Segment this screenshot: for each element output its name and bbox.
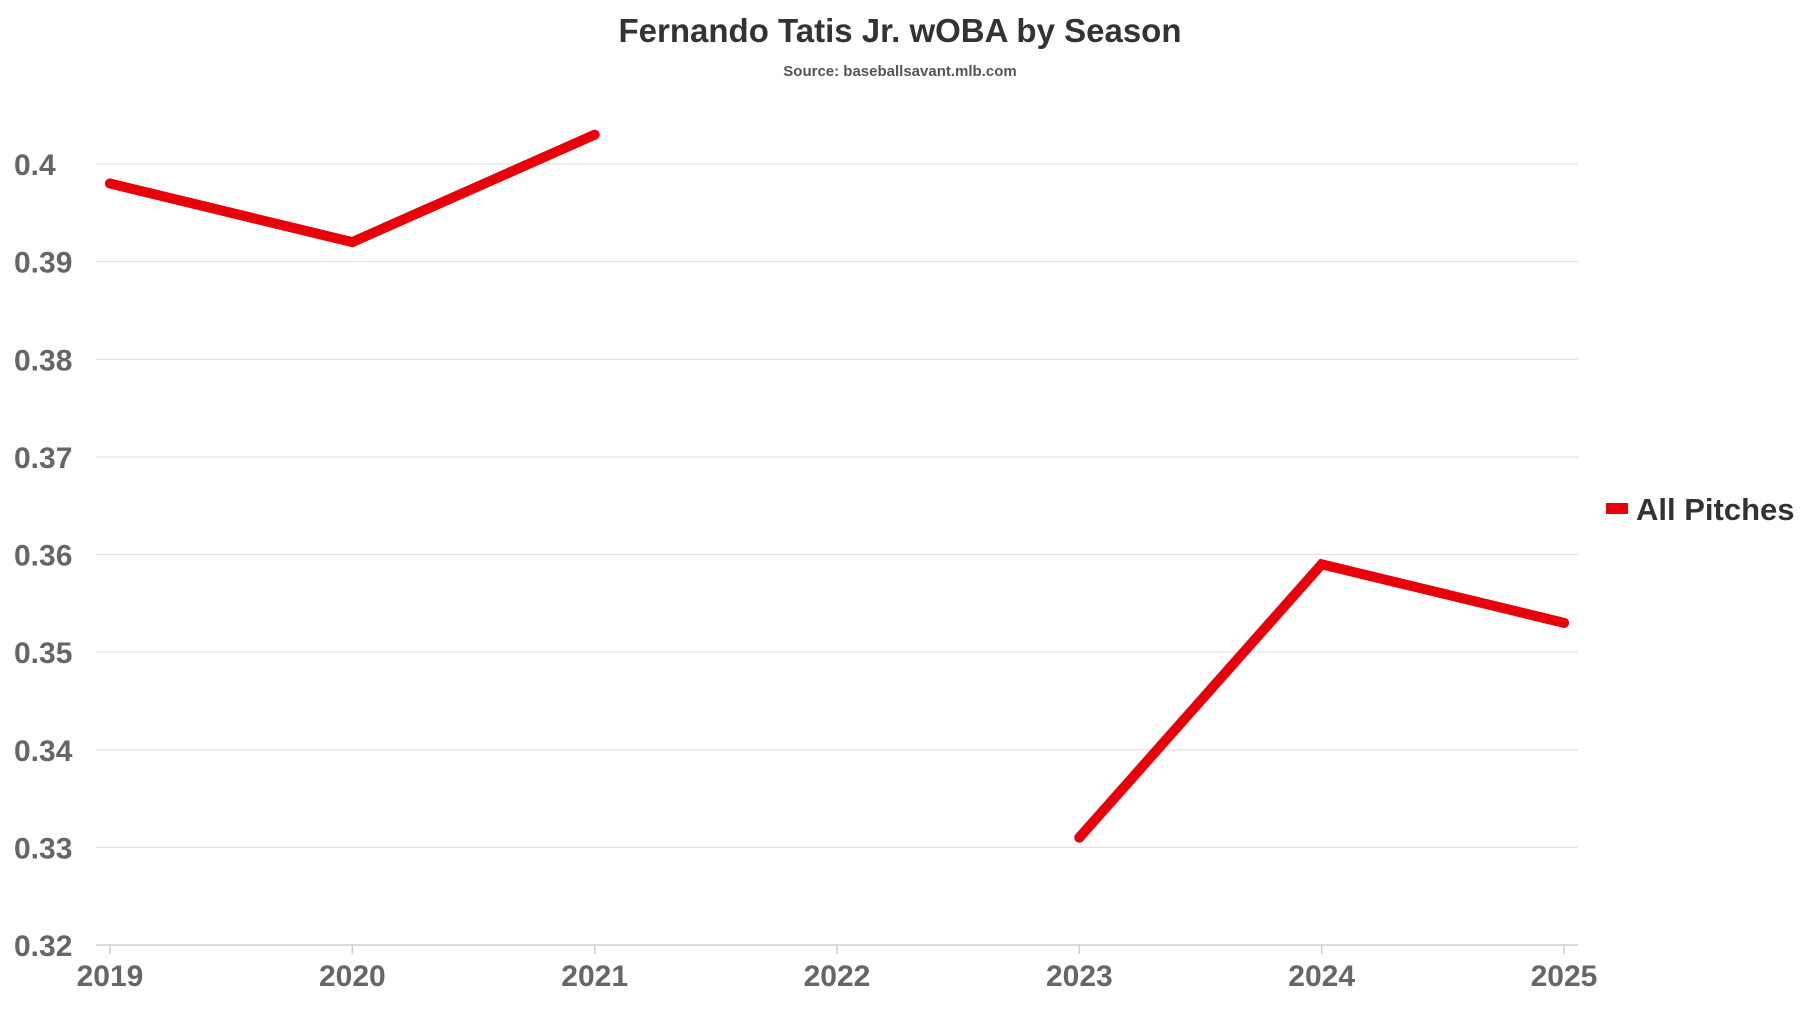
y-tick-label: 0.32 [14,930,72,963]
x-tick-label: 2021 [561,960,628,993]
y-tick-label: 0.4 [14,149,56,182]
y-tick-label: 0.39 [14,247,72,280]
chart-title: Fernando Tatis Jr. wOBA by Season [619,12,1182,49]
chart-subtitle: Source: baseballsavant.mlb.com [783,63,1016,80]
x-tick-label: 2023 [1046,960,1113,993]
x-tick-label: 2022 [804,960,871,993]
data-point [1316,559,1327,570]
y-tick-label: 0.36 [14,540,72,573]
y-tick-label: 0.34 [14,735,73,768]
series-line-segment [105,129,600,248]
y-tick-label: 0.35 [14,637,72,670]
data-point [1559,617,1569,628]
x-tick-label: 2019 [77,960,144,993]
series-lines [105,129,1569,843]
y-tick-label: 0.37 [14,442,72,475]
legend-label-all-pitches: All Pitches [1636,492,1795,527]
data-point [589,129,600,140]
y-tick-label: 0.38 [14,344,72,377]
y-tick-label: 0.33 [14,832,72,865]
x-tick-label: 2024 [1288,960,1355,993]
x-tick-label: 2025 [1531,960,1598,993]
data-point [1074,832,1085,843]
series-line-segment [1074,558,1569,843]
legend: All Pitches [1606,492,1795,527]
legend-swatch-all-pitches [1606,503,1628,514]
gridlines [96,163,1578,848]
data-point [347,237,358,248]
data-point [105,178,115,189]
x-tick-label: 2020 [319,960,386,993]
axes: 0.32 0.33 0.34 0.35 0.36 0.37 0.38 0.39 0.4 2019 2… [14,149,1597,993]
